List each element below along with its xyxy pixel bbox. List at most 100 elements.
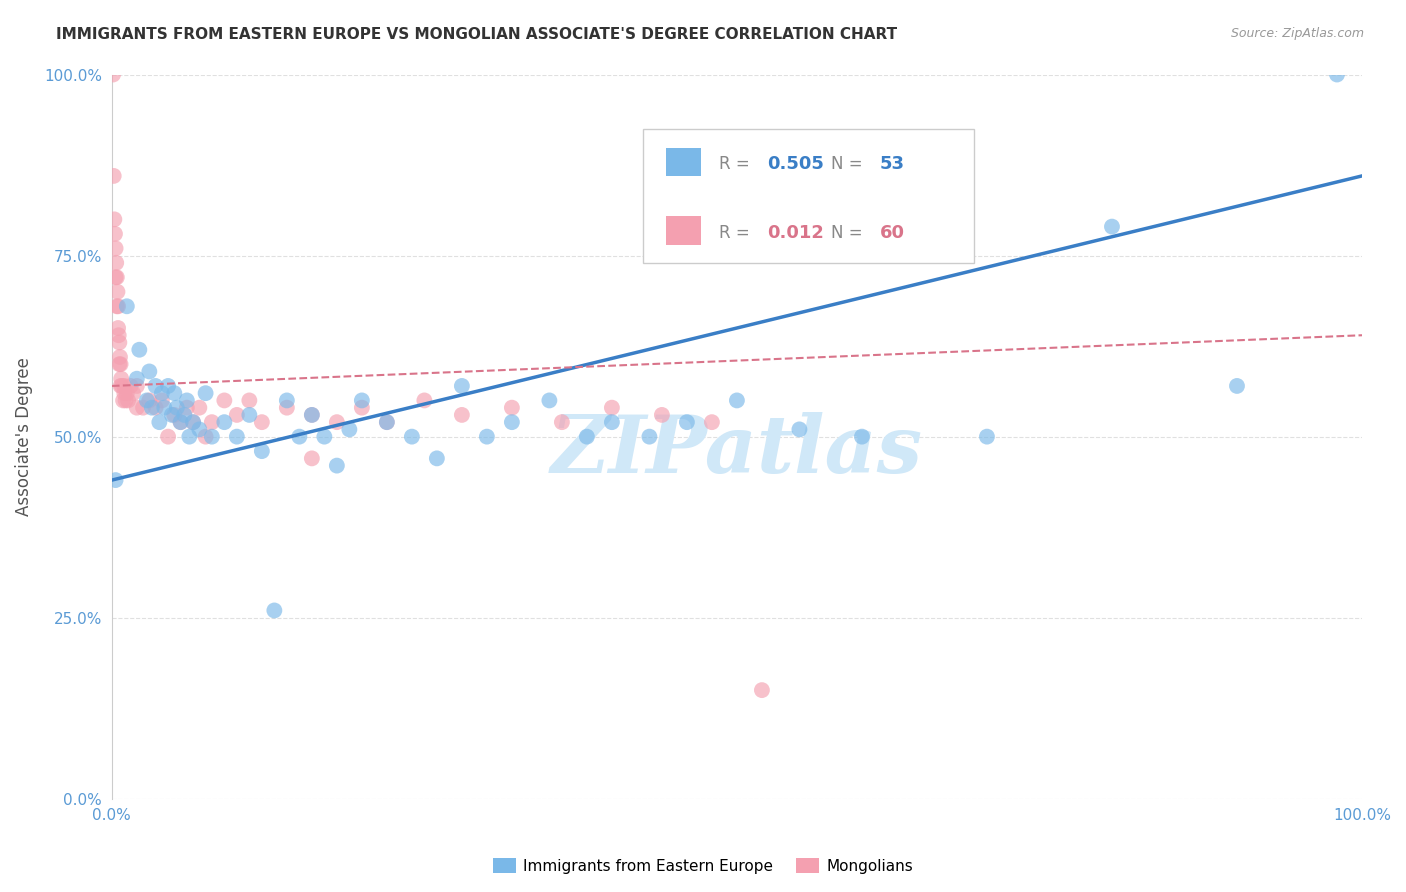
Point xyxy=(301,451,323,466)
Point xyxy=(751,683,773,698)
Point xyxy=(153,401,176,415)
Point xyxy=(326,415,349,429)
Point xyxy=(125,401,148,415)
Point xyxy=(214,393,236,408)
Point xyxy=(132,401,155,415)
Point xyxy=(115,386,138,401)
Point xyxy=(188,401,211,415)
Point xyxy=(163,408,186,422)
Point xyxy=(104,473,127,487)
Point xyxy=(160,408,183,422)
Point xyxy=(789,422,811,436)
Point xyxy=(194,430,217,444)
Point xyxy=(125,372,148,386)
Point xyxy=(976,430,998,444)
Text: ZIPatlas: ZIPatlas xyxy=(551,412,922,490)
Point xyxy=(110,372,132,386)
Text: IMMIGRANTS FROM EASTERN EUROPE VS MONGOLIAN ASSOCIATE'S DEGREE CORRELATION CHART: IMMIGRANTS FROM EASTERN EUROPE VS MONGOL… xyxy=(56,27,897,42)
FancyBboxPatch shape xyxy=(665,217,700,244)
Point xyxy=(326,458,349,473)
Point xyxy=(1326,68,1348,82)
Point xyxy=(638,430,661,444)
FancyBboxPatch shape xyxy=(665,147,700,176)
Point xyxy=(551,415,574,429)
Point xyxy=(115,299,138,313)
Point xyxy=(166,401,188,415)
Point xyxy=(104,241,127,255)
Point xyxy=(107,299,129,313)
Point xyxy=(201,430,224,444)
Point xyxy=(105,270,128,285)
Point xyxy=(375,415,398,429)
Point xyxy=(141,401,163,415)
Text: R =: R = xyxy=(720,154,755,173)
Point xyxy=(107,321,129,335)
Point xyxy=(700,415,723,429)
Point xyxy=(214,415,236,429)
Point xyxy=(110,379,132,393)
Point xyxy=(145,401,167,415)
Point xyxy=(105,256,128,270)
Point xyxy=(501,415,523,429)
Point xyxy=(103,212,125,227)
Point xyxy=(135,393,157,408)
Point xyxy=(201,415,224,429)
Point xyxy=(110,357,132,371)
Point xyxy=(150,386,173,401)
Text: N =: N = xyxy=(831,154,868,173)
Point xyxy=(173,408,195,422)
Point xyxy=(337,422,360,436)
Point xyxy=(176,393,198,408)
Point xyxy=(288,430,311,444)
Point xyxy=(112,393,135,408)
Point xyxy=(301,408,323,422)
Point xyxy=(122,386,145,401)
Point xyxy=(538,393,561,408)
Point xyxy=(179,430,201,444)
Point xyxy=(575,430,598,444)
Point xyxy=(413,393,436,408)
Text: 0.012: 0.012 xyxy=(766,224,824,242)
Point xyxy=(451,408,474,422)
Point xyxy=(250,415,273,429)
Point xyxy=(104,227,127,241)
Point xyxy=(148,415,170,429)
Point xyxy=(301,408,323,422)
Point xyxy=(238,393,260,408)
Point xyxy=(138,364,160,378)
Point xyxy=(263,603,285,617)
Point xyxy=(851,430,873,444)
Point xyxy=(104,270,127,285)
Point xyxy=(105,299,128,313)
Point xyxy=(276,393,298,408)
Point xyxy=(107,285,129,299)
Point xyxy=(125,379,148,393)
Point xyxy=(111,379,134,393)
Point xyxy=(114,393,136,408)
Point xyxy=(117,393,139,408)
Point xyxy=(181,415,204,429)
Point xyxy=(128,343,150,357)
Point xyxy=(475,430,498,444)
Point xyxy=(451,379,474,393)
Text: N =: N = xyxy=(831,224,868,242)
Point xyxy=(112,386,135,401)
Point xyxy=(176,401,198,415)
Text: 0.505: 0.505 xyxy=(766,154,824,173)
Point xyxy=(401,430,423,444)
Point xyxy=(108,350,131,364)
Point xyxy=(225,430,247,444)
Point xyxy=(350,393,373,408)
Point xyxy=(600,415,623,429)
Point xyxy=(276,401,298,415)
Point xyxy=(501,401,523,415)
Point xyxy=(375,415,398,429)
Point xyxy=(169,415,191,429)
Text: Source: ZipAtlas.com: Source: ZipAtlas.com xyxy=(1230,27,1364,40)
Point xyxy=(103,169,125,183)
Point xyxy=(145,379,167,393)
Point xyxy=(426,451,449,466)
Point xyxy=(138,393,160,408)
Point xyxy=(350,401,373,415)
Point xyxy=(188,422,211,436)
